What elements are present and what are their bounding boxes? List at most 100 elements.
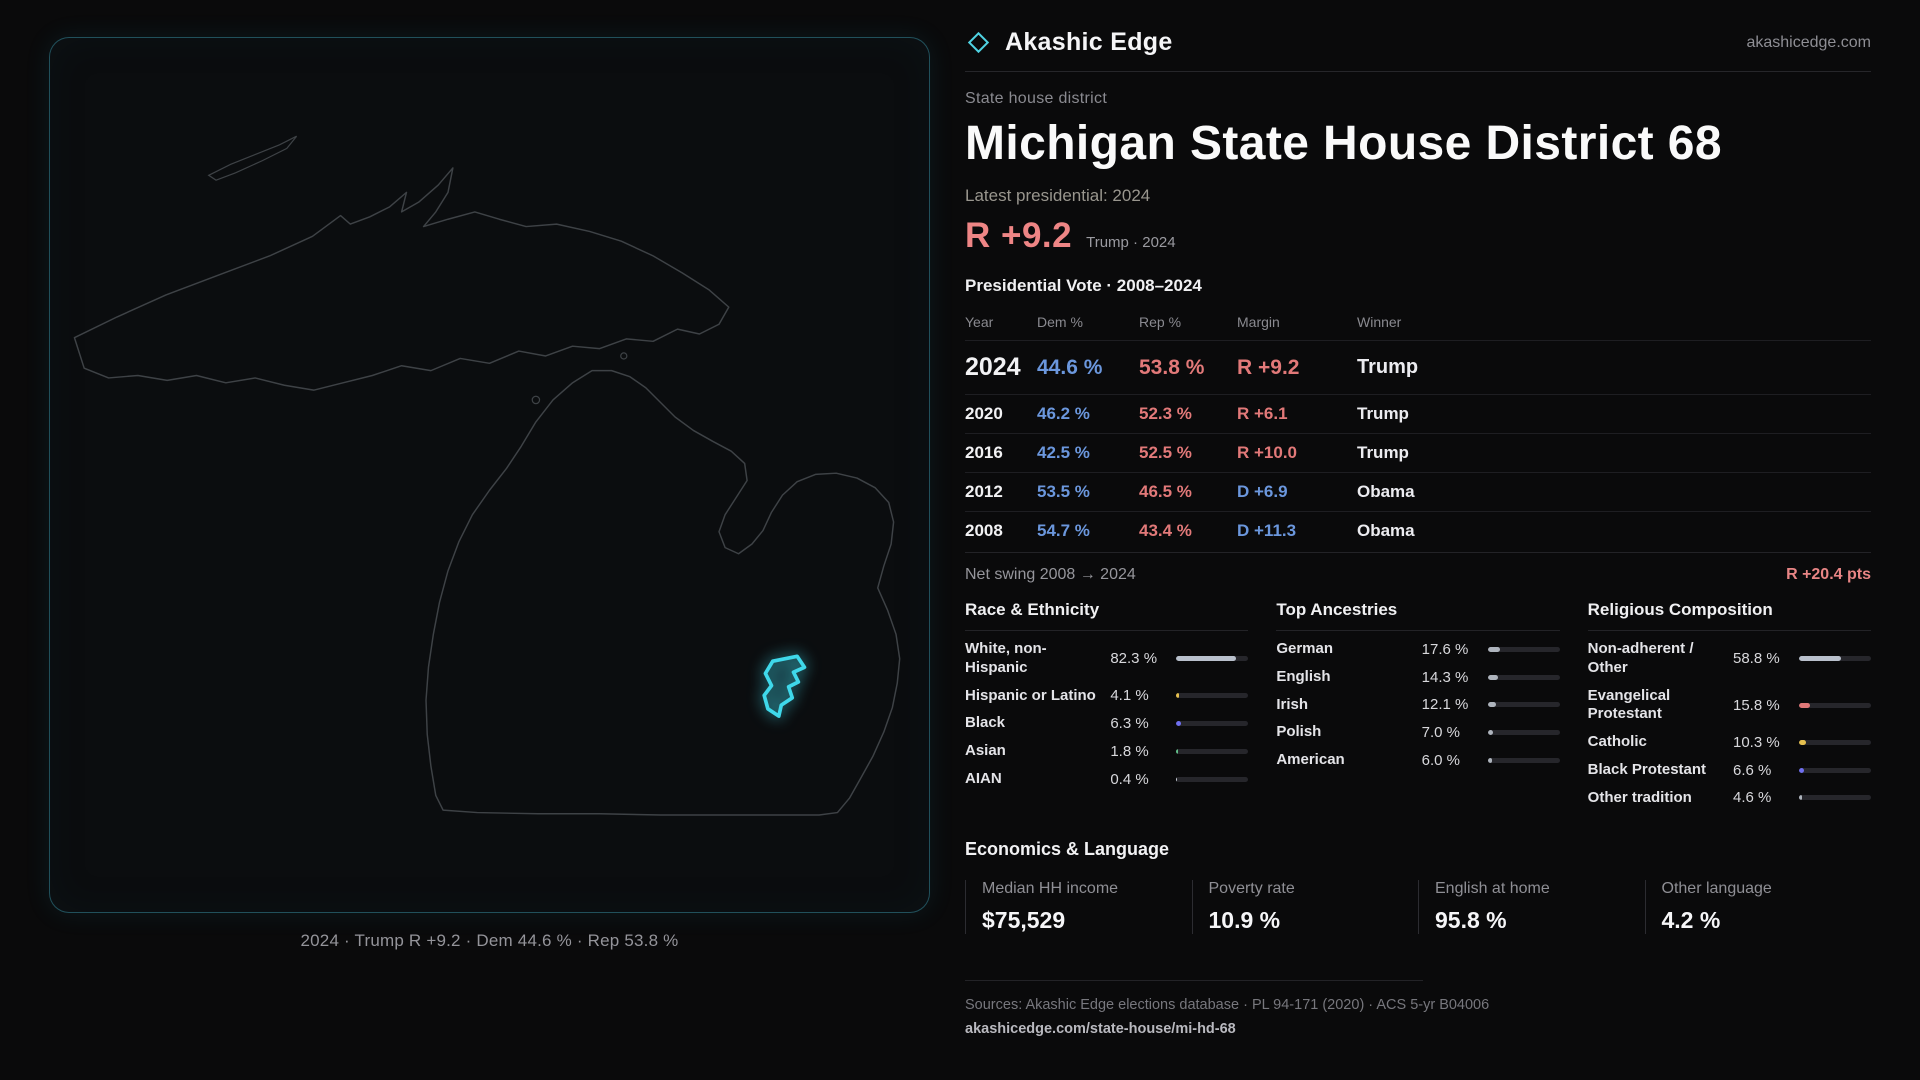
demo-label: German xyxy=(1276,640,1334,657)
dem-cell: 54.7 % xyxy=(1037,521,1090,540)
year-cell: 2012 xyxy=(965,482,1003,501)
demo-value: 82.3 % xyxy=(1110,650,1158,668)
demo-label: English xyxy=(1276,667,1331,685)
demo-bar xyxy=(1487,646,1560,652)
demo-label: White, non-Hispanic xyxy=(965,640,1047,676)
demo-bar xyxy=(1799,767,1871,773)
winner-cell: Trump xyxy=(1357,443,1409,462)
diamond-icon xyxy=(967,31,990,54)
demo-bar xyxy=(1487,702,1560,708)
stat-value: 95.8 % xyxy=(1435,907,1507,934)
demo-row: Catholic 10.3 % xyxy=(1588,724,1871,752)
brand-domain-link[interactable]: akashicedge.com xyxy=(1746,33,1871,51)
demo-value: 4.6 % xyxy=(1733,789,1772,807)
year-cell: 2016 xyxy=(965,443,1003,462)
category-label: State house district xyxy=(965,90,1108,107)
permalink[interactable]: akashicedge.com/state-house/mi-hd-68 xyxy=(965,1021,1236,1038)
demo-label: Polish xyxy=(1276,723,1322,741)
demo-label: AIAN xyxy=(965,769,1002,787)
brand-header: Akashic Edge akashicedge.com xyxy=(965,28,1871,57)
vote-row-2024: 2024 44.6 % 53.8 % R +9.2 Trump xyxy=(965,340,1871,394)
stat-poverty-rate: Poverty rate 10.9 % xyxy=(1191,880,1419,935)
demo-label: Black Protestant xyxy=(1587,760,1707,778)
map-panel xyxy=(49,37,930,913)
district-68-highlight[interactable] xyxy=(762,654,807,718)
demo-value: 4.1 % xyxy=(1110,687,1149,705)
demo-bar xyxy=(1176,656,1249,662)
demo-row: AIAN 0.4 % xyxy=(965,761,1249,789)
footer: Sources: Akashic Edge elections database… xyxy=(965,980,1871,1037)
dem-cell: 42.5 % xyxy=(1037,443,1090,462)
demo-row: Black Protestant 6.6 % xyxy=(1588,752,1871,780)
demo-value: 12.1 % xyxy=(1421,696,1469,714)
demo-value: 14.3 % xyxy=(1421,668,1469,686)
sources-text: Sources: Akashic Edge elections database… xyxy=(965,997,1490,1014)
demo-value: 58.8 % xyxy=(1733,650,1780,668)
demo-row: Other tradition 4.6 % xyxy=(1588,780,1871,808)
demo-bar xyxy=(1176,721,1249,727)
demo-value: 6.3 % xyxy=(1110,715,1149,733)
demo-bar xyxy=(1799,739,1871,745)
demo-row: Hispanic or Latino 4.1 % xyxy=(965,678,1249,706)
dem-cell: 46.2 % xyxy=(1037,404,1090,423)
demo-label: American xyxy=(1276,751,1345,768)
demo-row: German 17.6 % xyxy=(1276,631,1560,659)
demo-value: 15.8 % xyxy=(1733,696,1780,714)
winner-cell: Trump xyxy=(1357,356,1419,378)
vote-row-2008: 2008 54.7 % 43.4 % D +11.3 Obama xyxy=(965,511,1871,550)
religion-title: Religious Composition xyxy=(1587,600,1871,631)
col-winner: Winner xyxy=(1357,314,1402,330)
island-dot xyxy=(531,395,541,405)
winner-cell: Obama xyxy=(1357,521,1415,540)
lower-peninsula-outline xyxy=(425,369,901,816)
demo-label: Other tradition xyxy=(1587,788,1692,806)
ancestries-column: Top Ancestries German 17.6 % English 14.… xyxy=(1276,600,1560,807)
latest-presidential-label: Latest presidential: 2024 xyxy=(965,186,1151,205)
vote-table: Year Dem % Rep % Margin Winner 2024 44.6… xyxy=(965,306,1871,584)
col-rep: Rep % xyxy=(1139,314,1182,330)
winner-cell: Obama xyxy=(1357,482,1415,501)
headline-margin-value: R +9.2 xyxy=(965,216,1073,255)
year-cell: 2020 xyxy=(965,404,1003,423)
map-region: 2024 · Trump R +9.2 · Dem 44.6 % · Rep 5… xyxy=(49,37,930,951)
vote-table-title: Presidential Vote · 2008–2024 xyxy=(965,276,1202,295)
isle-royale-outline xyxy=(207,135,298,181)
stat-label: English at home xyxy=(1435,880,1550,898)
rep-cell: 52.3 % xyxy=(1139,404,1192,423)
vote-row-2016: 2016 42.5 % 52.5 % R +10.0 Trump xyxy=(965,433,1871,472)
vote-table-header: Year Dem % Rep % Margin Winner xyxy=(965,306,1871,340)
net-swing-value: R +20.4 pts xyxy=(1786,566,1871,583)
rep-cell: 53.8 % xyxy=(1139,355,1205,379)
stat-median-hh-income: Median HH income $75,529 xyxy=(965,880,1192,935)
stat-label: Poverty rate xyxy=(1208,880,1295,898)
demo-bar xyxy=(1487,674,1560,680)
economics-title: Economics & Language xyxy=(965,839,1170,860)
stat-value: 10.9 % xyxy=(1208,907,1281,934)
demo-bar xyxy=(1799,656,1871,662)
demo-row: Evangelical Protestant 15.8 % xyxy=(1588,678,1871,725)
col-margin: Margin xyxy=(1237,314,1280,330)
ancestries-title: Top Ancestries xyxy=(1276,600,1560,631)
demo-value: 0.4 % xyxy=(1110,770,1149,788)
margin-cell: R +9.2 xyxy=(1237,355,1300,379)
demo-bar xyxy=(1799,702,1871,708)
demo-row: White, non-Hispanic 82.3 % xyxy=(965,631,1249,678)
demo-bar xyxy=(1176,748,1249,754)
rep-cell: 46.5 % xyxy=(1139,482,1192,501)
rep-cell: 52.5 % xyxy=(1139,443,1192,462)
demo-value: 6.0 % xyxy=(1421,751,1461,769)
stat-value: $75,529 xyxy=(982,907,1066,934)
rep-cell: 43.4 % xyxy=(1139,521,1192,540)
page-title: Michigan State House District 68 xyxy=(965,117,1722,170)
demo-value: 6.6 % xyxy=(1733,761,1772,779)
demo-value: 17.6 % xyxy=(1421,640,1469,658)
demo-label: Non-adherent / Other xyxy=(1587,640,1694,676)
demo-value: 7.0 % xyxy=(1421,724,1461,742)
stat-label: Median HH income xyxy=(982,880,1119,898)
religion-column: Religious Composition Non-adherent / Oth… xyxy=(1587,600,1871,808)
dem-cell: 53.5 % xyxy=(1037,482,1090,501)
demo-bar xyxy=(1176,776,1249,782)
demo-row: Black 6.3 % xyxy=(965,705,1249,733)
winner-cell: Trump xyxy=(1357,404,1409,423)
demo-label: Hispanic or Latino xyxy=(965,686,1096,704)
